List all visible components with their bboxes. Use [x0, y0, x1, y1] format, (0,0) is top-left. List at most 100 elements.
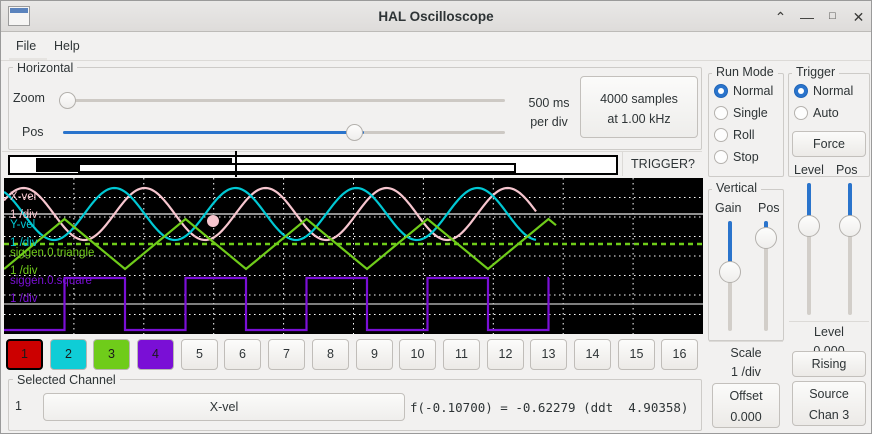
horizontal-pos-label: Pos: [22, 125, 44, 139]
trigger-level-title: Level: [814, 325, 844, 339]
selected-channel-number: 1: [15, 399, 22, 413]
channel-button-16[interactable]: 16: [661, 339, 698, 370]
zoom-slider-track: [59, 99, 505, 102]
trigger-pos-slider-label: Pos: [836, 163, 858, 177]
menu-item-help[interactable]: Help: [54, 39, 80, 53]
trigger-level-slider[interactable]: [797, 183, 821, 315]
run-mode-group-label: Run Mode: [712, 65, 778, 79]
radio-label: Normal: [813, 84, 854, 98]
channel-button-2[interactable]: 2: [50, 339, 87, 370]
channel-button-3[interactable]: 3: [93, 339, 130, 370]
trace-scale-4: 1 /div: [10, 293, 38, 305]
trace-label-2: Y-vel: [10, 219, 36, 231]
trace-scale-3: 1 /div: [10, 265, 38, 277]
trace-label-4: siggen.0.square: [10, 275, 92, 287]
horizontal-group: [8, 67, 702, 150]
channel-button-13[interactable]: 13: [530, 339, 567, 370]
selected-channel-readout: f(-0.10700) = -0.62279 (ddt 4.90358): [410, 400, 689, 415]
vertical-scale-readout: Scale 1 /div: [709, 344, 783, 382]
pos-slider-knob[interactable]: [345, 124, 363, 141]
selected-channel-group: [8, 379, 702, 431]
slider-track: [848, 183, 852, 315]
shade-button[interactable]: ⌃: [774, 8, 787, 25]
trace-scale-1: 1 /div: [10, 209, 38, 221]
trigger-source-button[interactable]: Source Chan 3: [792, 381, 866, 426]
trigger-position-marker: [235, 151, 237, 177]
trigger-pos-slider[interactable]: [838, 183, 862, 315]
channel-button-11[interactable]: 11: [443, 339, 480, 370]
slider-fill: [848, 183, 852, 225]
time-per-div: 500 ms per div: [520, 94, 578, 132]
radio-dot: [714, 84, 728, 98]
window-icon: [8, 6, 30, 26]
radio-label: Roll: [733, 128, 755, 142]
maximize-button[interactable]: □: [829, 10, 836, 22]
trace-label-3: siggen.0.triangle: [10, 247, 95, 259]
time-per-div-value: 500 ms: [528, 96, 570, 110]
trace-label-1: X-vel: [10, 191, 37, 203]
vertical-pos-label: Pos: [758, 201, 780, 215]
menu-underline: [9, 58, 47, 60]
channel-button-12[interactable]: 12: [487, 339, 524, 370]
scope-display[interactable]: X-vel 1 /div Y-vel 1 /div siggen.0.triangle 1…: [4, 178, 703, 334]
radio-dot: [714, 150, 728, 164]
menu-item-file[interactable]: File: [16, 39, 37, 53]
zoom-slider-knob[interactable]: [59, 92, 76, 109]
minimize-button[interactable]: —: [800, 8, 814, 25]
title-bar: HAL Oscilloscope ⌃ — □ ✕: [1, 1, 871, 32]
trigger-source-value: Chan 3: [808, 408, 850, 422]
scroll-strip-outer[interactable]: [8, 155, 618, 175]
force-trigger-button[interactable]: Force: [792, 131, 866, 157]
trigger-status: TRIGGER?: [622, 152, 703, 176]
radio-label: Single: [733, 106, 768, 120]
channel-button-8[interactable]: 8: [312, 339, 349, 370]
selected-channel-group-label: Selected Channel: [13, 373, 120, 387]
vertical-scale-value: 1 /div: [731, 365, 761, 379]
vertical-offset-button[interactable]: Offset 0.000: [712, 383, 780, 428]
close-button[interactable]: ✕: [852, 8, 865, 25]
vertical-offset-title: Offset: [729, 389, 763, 403]
radio-label: Auto: [813, 106, 839, 120]
slider-fill: [728, 221, 732, 271]
radio-label: Stop: [733, 150, 759, 164]
channel-button-7[interactable]: 7: [268, 339, 305, 370]
horizontal-scroll-strip[interactable]: [2, 151, 702, 177]
menu-bar: File Help: [1, 32, 871, 61]
channel-button-1[interactable]: 1: [6, 339, 43, 370]
channel-button-9[interactable]: 9: [356, 339, 393, 370]
vertical-gain-slider[interactable]: [718, 221, 742, 331]
channel-button-6[interactable]: 6: [224, 339, 261, 370]
vertical-scale-title: Scale: [730, 346, 762, 360]
channel-button-10[interactable]: 10: [399, 339, 436, 370]
slider-knob[interactable]: [798, 215, 820, 237]
zoom-slider[interactable]: [59, 92, 505, 109]
window-title: HAL Oscilloscope: [378, 9, 494, 24]
channel-button-15[interactable]: 15: [618, 339, 655, 370]
scroll-strip-inner[interactable]: [78, 163, 516, 173]
selected-channel-signal[interactable]: X-vel: [43, 393, 405, 421]
slider-track: [764, 221, 768, 331]
channel-button-4[interactable]: 4: [137, 339, 174, 370]
slider-knob[interactable]: [719, 261, 741, 283]
horizontal-group-label: Horizontal: [13, 61, 78, 75]
radio-dot: [794, 84, 808, 98]
channel-button-bar: 1 2 3 4 5 6 7 8 9 10 11 12 13 14 15 16: [4, 337, 703, 373]
sample-count: 4000 samples: [600, 92, 678, 106]
vertical-gain-label: Gain: [715, 201, 742, 215]
vertical-pos-slider[interactable]: [754, 221, 778, 331]
slider-fill: [807, 183, 811, 225]
horizontal-pos-slider[interactable]: [63, 124, 505, 141]
time-per-div-unit: per div: [530, 115, 568, 129]
window-controls: ⌃ — □ ✕: [774, 1, 865, 32]
channel-button-14[interactable]: 14: [574, 339, 611, 370]
trace-scale-2: 1 /div: [10, 237, 38, 249]
slider-knob[interactable]: [755, 227, 777, 249]
channel-button-5[interactable]: 5: [181, 339, 218, 370]
pos-slider-fill: [63, 131, 364, 134]
slider-knob[interactable]: [839, 215, 861, 237]
zoom-label: Zoom: [13, 91, 45, 105]
trigger-edge-button[interactable]: Rising: [792, 351, 866, 377]
radio-label: Normal: [733, 84, 774, 98]
trigger-level-slider-label: Level: [794, 163, 824, 177]
sample-rate-button[interactable]: 4000 samples at 1.00 kHz: [580, 76, 698, 138]
